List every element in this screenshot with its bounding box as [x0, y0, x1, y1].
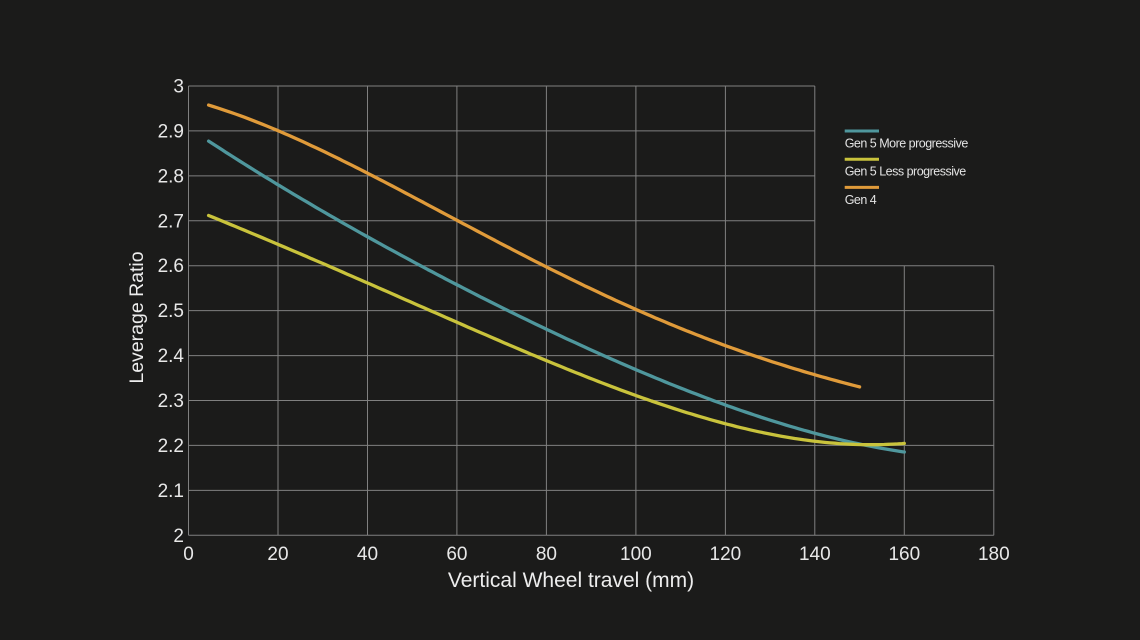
svg-text:Gen 5 Less progressive: Gen 5 Less progressive: [845, 165, 967, 179]
svg-text:2.5: 2.5: [158, 301, 184, 322]
svg-text:Gen 5 More progressive: Gen 5 More progressive: [845, 137, 969, 151]
svg-text:120: 120: [710, 544, 742, 565]
svg-text:100: 100: [620, 544, 652, 565]
svg-text:2.1: 2.1: [158, 481, 184, 502]
svg-text:2.6: 2.6: [158, 256, 184, 277]
svg-text:3: 3: [173, 77, 184, 98]
svg-text:160: 160: [888, 544, 920, 565]
svg-text:140: 140: [799, 544, 831, 565]
svg-text:20: 20: [267, 544, 288, 565]
svg-text:2.8: 2.8: [158, 166, 184, 187]
svg-text:Leverage Ratio: Leverage Ratio: [126, 251, 148, 383]
svg-text:2.4: 2.4: [158, 346, 185, 367]
svg-text:2.7: 2.7: [158, 211, 184, 232]
svg-text:0: 0: [183, 544, 194, 565]
svg-text:Vertical Wheel travel (mm): Vertical Wheel travel (mm): [448, 569, 694, 592]
svg-text:80: 80: [536, 544, 557, 565]
svg-text:40: 40: [357, 544, 378, 565]
svg-text:2.3: 2.3: [158, 391, 184, 412]
svg-text:2.9: 2.9: [158, 121, 184, 142]
svg-text:60: 60: [446, 544, 467, 565]
svg-text:2.2: 2.2: [158, 436, 184, 457]
svg-text:180: 180: [978, 544, 1010, 565]
svg-text:Gen 4: Gen 4: [845, 193, 877, 207]
svg-text:2: 2: [173, 526, 184, 547]
